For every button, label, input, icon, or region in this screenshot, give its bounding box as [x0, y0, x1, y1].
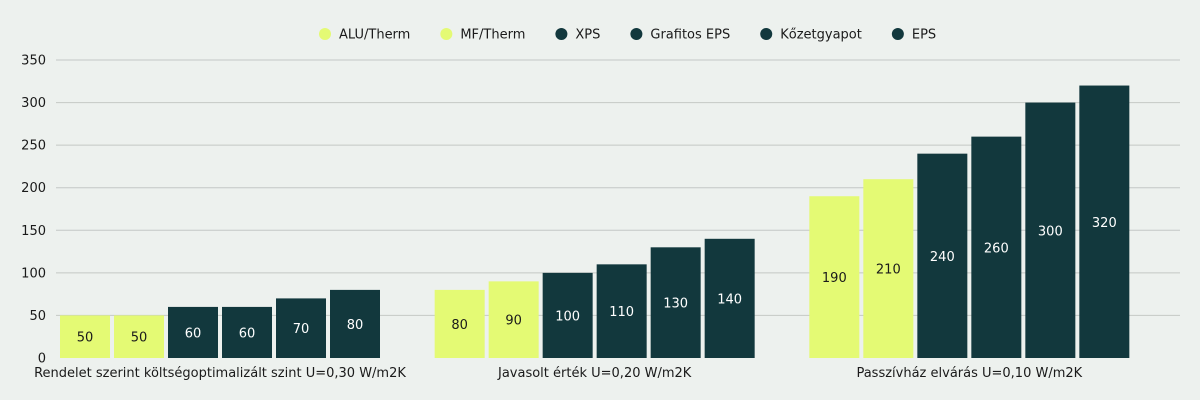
bar-value-label: 300 — [1038, 224, 1063, 239]
bar-value-label: 130 — [663, 297, 688, 312]
bar-value-label: 80 — [451, 318, 468, 333]
y-tick-label: 200 — [21, 181, 46, 196]
legend-item: ALU/Therm — [319, 28, 410, 43]
bar — [863, 179, 914, 358]
bar — [434, 289, 485, 358]
gridlines — [56, 59, 1180, 316]
x-category-label: Rendelet szerint költségoptimalizált szi… — [34, 366, 406, 381]
legend-label: Kőzetgyapot — [780, 28, 862, 43]
y-tick-label: 50 — [29, 309, 46, 324]
x-category-label: Javasolt érték U=0,20 W/m2K — [497, 366, 692, 381]
bar — [650, 247, 701, 358]
legend-item: EPS — [891, 28, 936, 43]
bar-value-label: 50 — [131, 331, 148, 346]
bar — [330, 289, 380, 358]
x-axis: Rendelet szerint költségoptimalizált szi… — [34, 366, 1083, 381]
bar — [168, 306, 218, 358]
legend: ALU/Therm MF/Therm XPS Grafitos EPS Kőzetgya… — [319, 28, 936, 43]
bar — [917, 153, 968, 358]
legend-swatch — [891, 28, 904, 40]
legend-swatch — [440, 28, 453, 40]
y-tick-label: 250 — [21, 139, 46, 154]
legend-item: MF/Therm — [440, 28, 525, 43]
bar-value-label: 60 — [185, 326, 202, 341]
bar — [809, 196, 860, 358]
legend-item: Grafitos EPS — [630, 28, 730, 43]
bar — [596, 264, 647, 358]
bar — [1079, 85, 1130, 359]
bar-value-label: 110 — [609, 305, 634, 320]
bar — [276, 298, 326, 358]
bar — [971, 136, 1022, 358]
bar-value-label: 70 — [293, 322, 310, 337]
legend-item: Kőzetgyapot — [760, 28, 862, 43]
legend-swatch — [319, 28, 331, 40]
legend-swatch — [555, 28, 568, 40]
y-tick-label: 0 — [38, 352, 46, 367]
bar — [60, 315, 110, 358]
legend-item: XPS — [555, 28, 600, 43]
bar-value-label: 50 — [77, 331, 94, 346]
bar — [704, 238, 755, 358]
legend-swatch — [630, 28, 643, 40]
bar-value-label: 90 — [505, 314, 522, 329]
y-tick-label: 350 — [21, 54, 46, 69]
legend-swatch — [760, 28, 773, 40]
bar — [1025, 102, 1076, 358]
legend-label: Grafitos EPS — [650, 28, 730, 43]
bar-value-label: 240 — [930, 250, 955, 265]
y-tick-label: 150 — [21, 224, 46, 239]
legend-label: XPS — [575, 28, 600, 43]
bar-value-label: 260 — [984, 241, 1009, 256]
bar-value-label: 80 — [347, 318, 364, 333]
y-tick-label: 100 — [21, 266, 46, 281]
bar — [222, 306, 272, 358]
y-axis: 0 50 100 150 200 250 300 350 — [21, 54, 46, 367]
legend-label: EPS — [912, 28, 936, 43]
bar — [542, 272, 593, 358]
bar-value-label: 60 — [239, 326, 256, 341]
bar — [488, 281, 539, 358]
bar-value-label: 140 — [717, 292, 742, 307]
bars: 50 50 60 60 70 80 80 90 100 110 130 140 190 210 240 260… — [60, 85, 1130, 359]
bar — [114, 315, 164, 358]
legend-label: MF/Therm — [460, 28, 525, 43]
bar-value-label: 100 — [555, 309, 580, 324]
x-category-label: Passzívház elvárás U=0,10 W/m2K — [856, 366, 1082, 381]
bar-value-label: 190 — [822, 271, 847, 286]
legend-label: ALU/Therm — [339, 28, 410, 43]
bar-value-label: 320 — [1092, 216, 1117, 231]
bar-value-label: 210 — [876, 263, 901, 278]
y-tick-label: 300 — [21, 96, 46, 111]
